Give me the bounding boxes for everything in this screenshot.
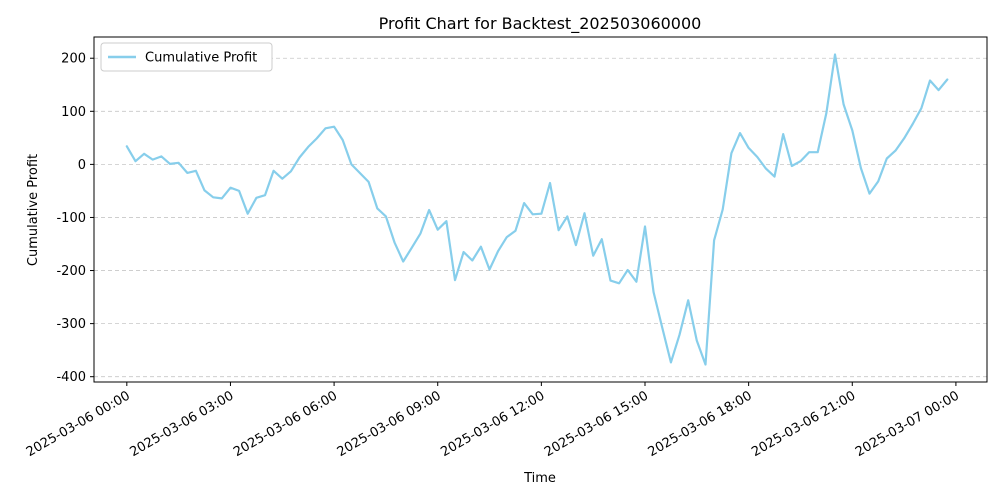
y-tick-label: -200	[56, 264, 86, 279]
chart-title: Profit Chart for Backtest_202503060000	[379, 14, 702, 34]
series-layer	[125, 53, 949, 366]
x-axis-label: Time	[523, 471, 556, 486]
y-axis: -400 -300 -200 -100 0 100 200	[56, 52, 94, 385]
series-line-0	[125, 53, 949, 366]
y-tick-label: 0	[78, 158, 86, 173]
plot-frame	[93, 36, 988, 383]
y-tick-label: -100	[56, 211, 86, 226]
legend-label: Cumulative Profit	[145, 51, 257, 66]
legend-box	[100, 42, 273, 72]
y-axis-label: Cumulative Profit	[26, 154, 41, 266]
y-tick-label: 200	[61, 52, 86, 67]
y-tick-label: 100	[61, 105, 86, 120]
legend: Cumulative Profit	[100, 42, 273, 72]
y-tick-label: -300	[56, 317, 86, 332]
grid-layer	[94, 57, 987, 378]
y-tick-label: -400	[56, 370, 86, 385]
